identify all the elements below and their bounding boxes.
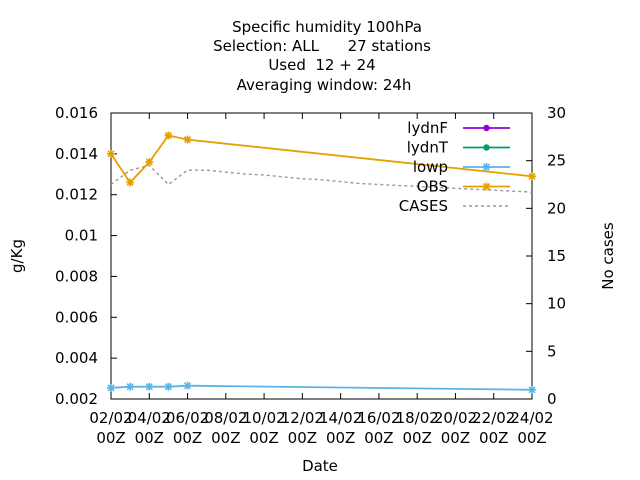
y2-tick-label: 30 <box>547 104 566 122</box>
title-line-3: Used 12 + 24 <box>268 56 375 74</box>
x-tick-label: 04/02 <box>128 409 171 427</box>
x-tick-label-time: 00Z <box>364 429 393 447</box>
x-tick-label-time: 00Z <box>402 429 431 447</box>
title-line-2: Selection: ALL 27 stations <box>213 37 431 55</box>
series-line-cases <box>110 164 533 193</box>
marker-stroke <box>107 384 115 392</box>
y2-axis-label: No cases <box>599 222 617 290</box>
legend-label: lydnT <box>407 139 449 157</box>
x-tick-label: 02/02 <box>89 409 132 427</box>
marker-stroke <box>107 150 115 158</box>
title-line-4: Averaging window: 24h <box>237 76 412 94</box>
x-tick-label-time: 00Z <box>96 429 125 447</box>
y-tick-label: 0.006 <box>55 308 98 326</box>
marker-stroke <box>183 135 192 144</box>
y-tick-label: 0.014 <box>55 145 98 163</box>
y2-tick-label: 25 <box>547 152 566 170</box>
y2-tick-label: 20 <box>547 199 566 217</box>
x-tick-label-time: 00Z <box>211 429 240 447</box>
marker-stroke <box>145 383 153 391</box>
data-point-obs <box>145 158 154 167</box>
data-point-obs <box>107 149 115 158</box>
y2-tick-label: 10 <box>547 295 566 313</box>
legend-marker <box>482 182 491 191</box>
x-tick-label-time: 00Z <box>517 429 546 447</box>
legend-label: lowp <box>413 158 448 176</box>
x-tick-label: 14/02 <box>319 409 362 427</box>
data-point-lowp <box>107 383 115 392</box>
y-tick-label: 0.012 <box>55 186 98 204</box>
x-tick-label: 16/02 <box>357 409 400 427</box>
data-point-lowp <box>528 385 536 394</box>
plot-frame <box>110 112 533 400</box>
data-point-obs <box>164 131 173 140</box>
data-point-lowp <box>126 382 135 391</box>
chart-title: Specific humidity 100hPa Selection: ALL … <box>213 18 431 94</box>
data-point-obs <box>183 135 192 144</box>
marker-stroke <box>528 386 536 394</box>
marker-stroke <box>528 172 536 180</box>
y-tick-label: 0.016 <box>55 104 98 122</box>
legend-marker <box>483 124 490 132</box>
title-line-1: Specific humidity 100hPa <box>232 18 422 36</box>
y2-tick-label: 0 <box>547 390 557 408</box>
data-point-lowp <box>164 382 173 391</box>
data-point-lowp <box>145 382 154 391</box>
x-tick-label: 10/02 <box>242 409 285 427</box>
marker-stroke <box>126 383 134 391</box>
data-point-lowp <box>183 381 192 390</box>
legend-label: lydnF <box>407 119 448 137</box>
y-tick-label: 0.008 <box>55 267 98 285</box>
x-tick-label: 12/02 <box>281 409 324 427</box>
x-tick-label-time: 00Z <box>288 429 317 447</box>
x-tick-label-time: 00Z <box>441 429 470 447</box>
x-tick-label: 06/02 <box>166 409 209 427</box>
x-tick-label: 18/02 <box>396 409 439 427</box>
x-axis-label: Date <box>302 457 338 475</box>
y-tick-label: 0.002 <box>55 390 98 408</box>
x-tick-label-time: 00Z <box>135 429 164 447</box>
x-tick-label: 24/02 <box>510 409 553 427</box>
marker-stroke <box>482 182 491 191</box>
legend-label: CASES <box>399 197 448 215</box>
y2-tick-label: 5 <box>547 342 557 360</box>
y-axis-label: g/Kg <box>8 239 26 273</box>
x-tick-label-time: 00Z <box>249 429 278 447</box>
legend-label: OBS <box>417 178 448 196</box>
x-tick-label: 22/02 <box>472 409 515 427</box>
x-tick-label: 08/02 <box>204 409 247 427</box>
marker-stroke <box>482 163 491 171</box>
data-point-obs <box>126 178 135 187</box>
axes: 0.002 0.004 0.006 0.008 0.01 0.012 0.014 0.016 0… <box>55 104 566 447</box>
y-tick-label: 0.01 <box>65 227 98 245</box>
series-line-obs <box>110 134 533 184</box>
data-series <box>107 131 536 394</box>
marker-stroke <box>183 382 192 390</box>
marker-stroke <box>126 178 134 187</box>
legend-marker <box>483 144 490 151</box>
legend-marker <box>482 163 491 171</box>
cases-series <box>110 164 533 193</box>
marker-stroke <box>145 158 153 166</box>
series-line-lowp <box>110 384 533 391</box>
data-point-obs <box>528 172 536 181</box>
x-tick-label: 20/02 <box>434 409 477 427</box>
y2-tick-label: 15 <box>547 247 566 265</box>
y-tick-label: 0.004 <box>55 349 98 367</box>
marker-stroke <box>164 131 172 140</box>
x-tick-label-time: 00Z <box>173 429 202 447</box>
marker-stroke <box>164 383 172 391</box>
x-tick-label-time: 00Z <box>326 429 355 447</box>
x-tick-label-time: 00Z <box>479 429 508 447</box>
